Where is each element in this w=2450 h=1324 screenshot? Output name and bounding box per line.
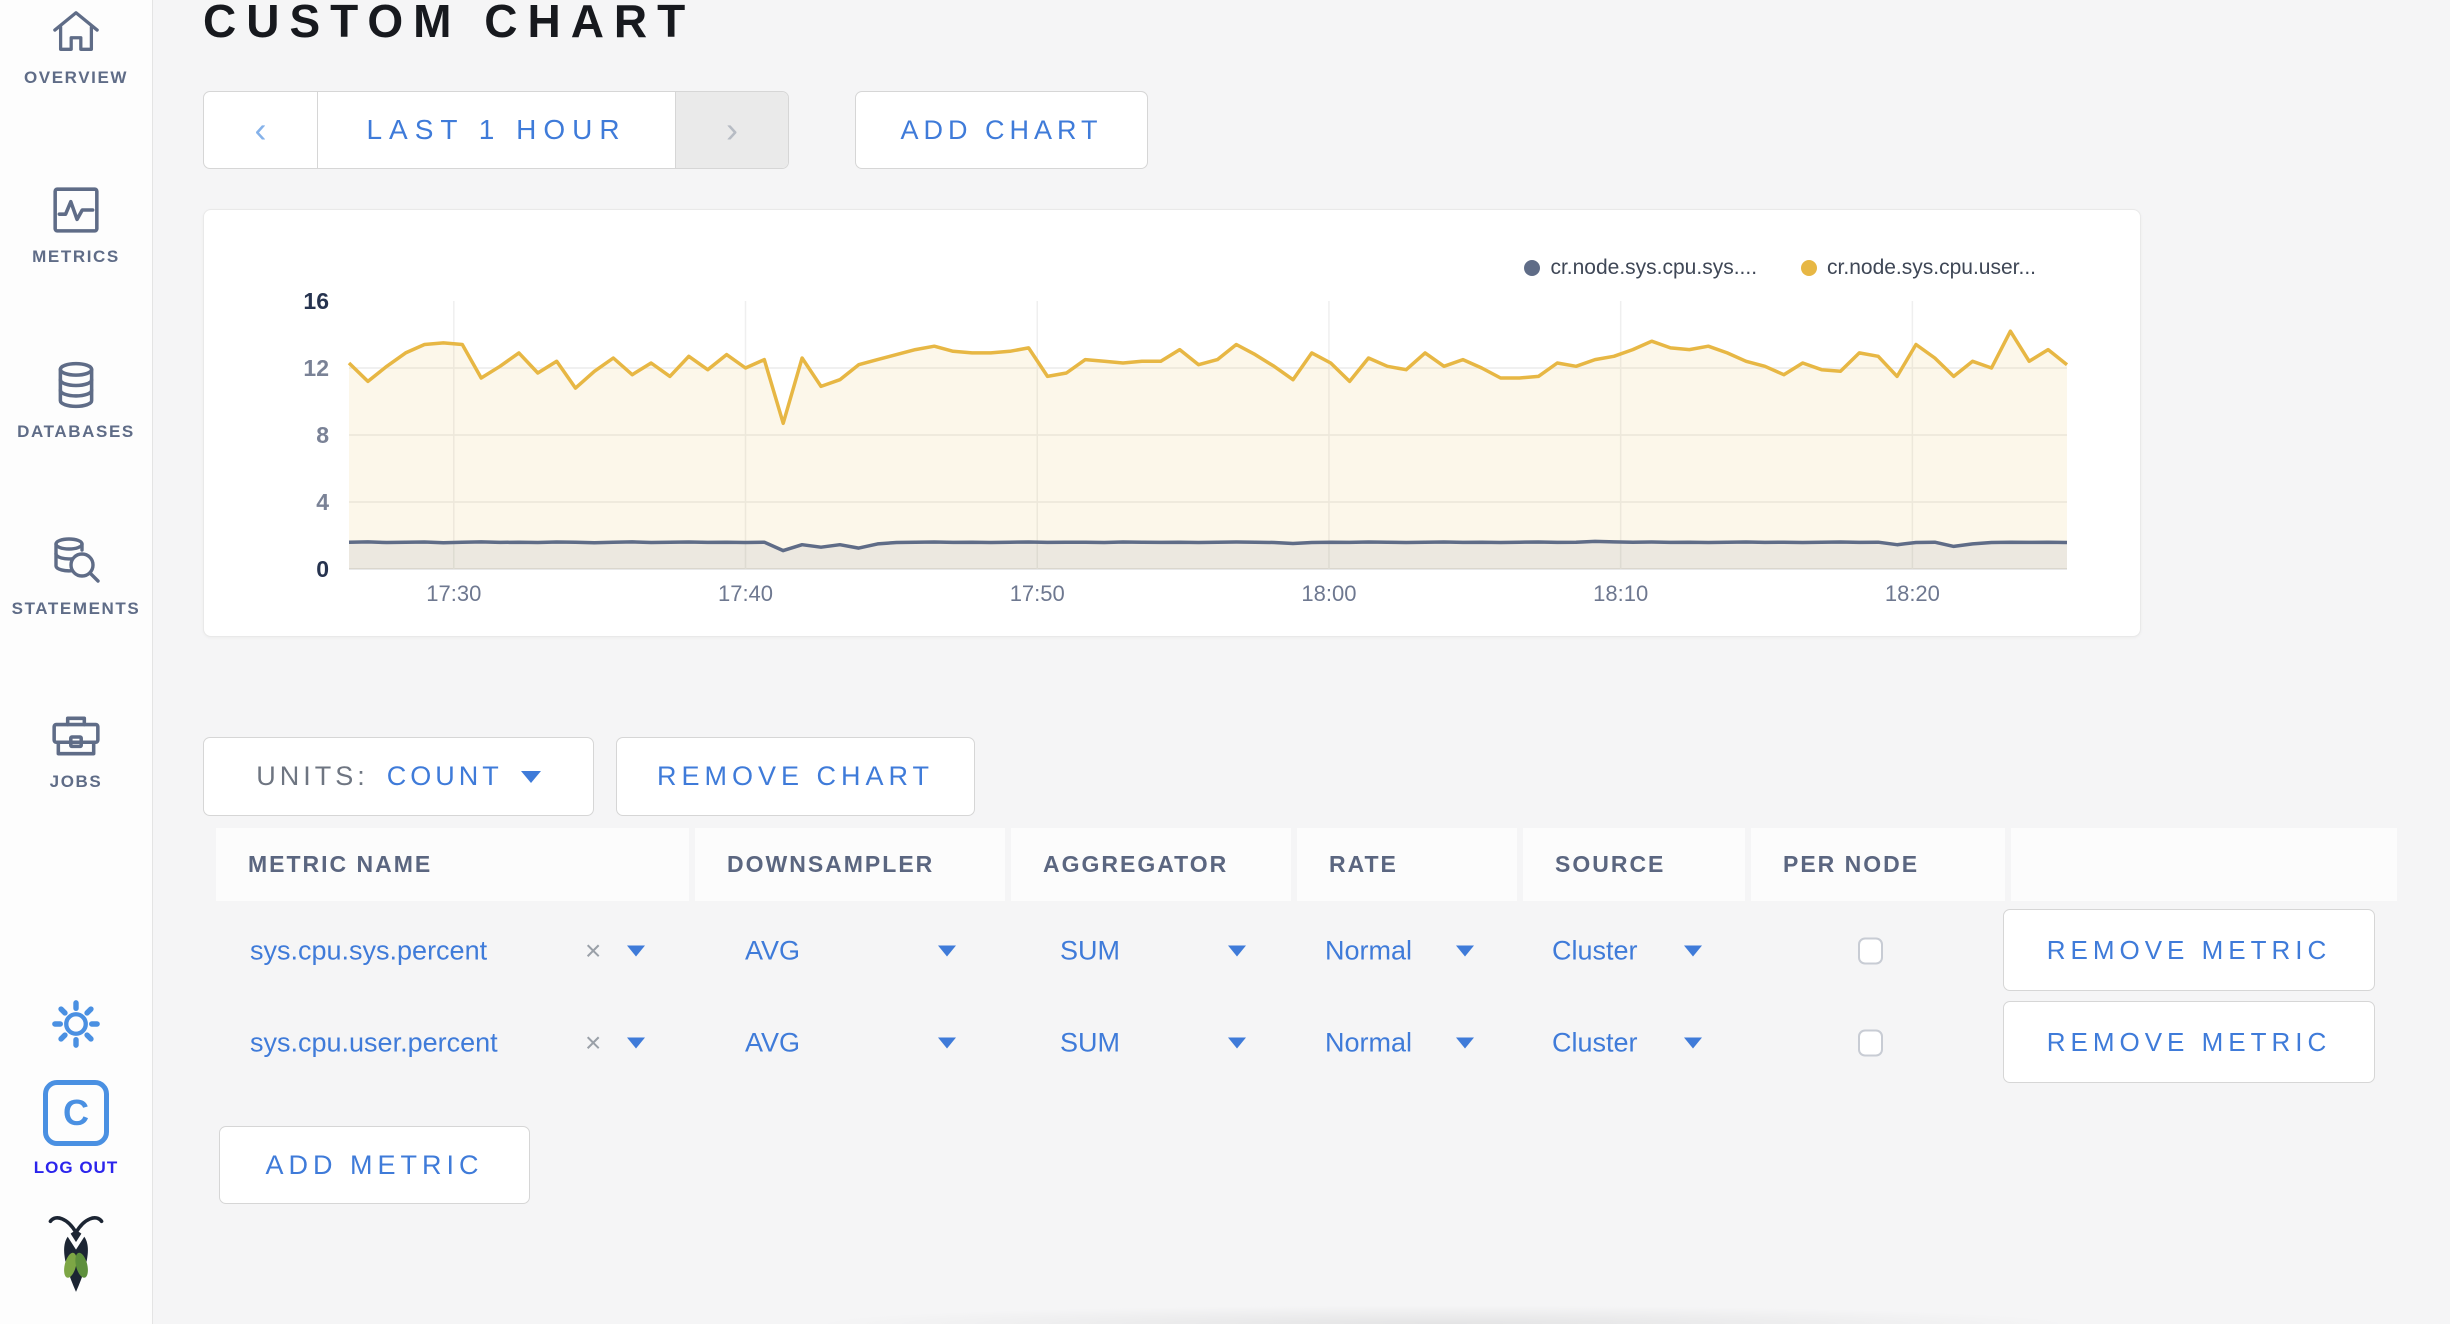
cockroachdb-logo — [0, 1208, 152, 1298]
chevron-down-icon — [520, 770, 541, 783]
main-content: CUSTOM CHART ‹ LAST 1 HOUR › ADD CHART 1… — [153, 0, 2450, 1324]
rate-select[interactable]: Normal — [1325, 935, 1413, 965]
svg-text:17:30: 17:30 — [426, 581, 481, 606]
column-header-rate: RATE — [1297, 828, 1517, 901]
legend-dot-sys — [1524, 260, 1541, 276]
column-header-source: SOURCE — [1523, 828, 1745, 901]
per-node-checkbox[interactable] — [1858, 1029, 1883, 1056]
legend-item-user[interactable]: cr.node.sys.cpu.user... — [1801, 256, 2036, 280]
chevron-left-icon: ‹ — [254, 109, 267, 150]
sidebar: OVERVIEW METRICS DATABASES — [0, 0, 153, 1324]
units-value: COUNT — [386, 761, 503, 791]
source-caret-icon[interactable] — [1684, 1037, 1702, 1048]
rate-caret-icon[interactable] — [1456, 1037, 1474, 1048]
sidebar-item-overview[interactable]: OVERVIEW — [0, 8, 152, 88]
bottom-shadow — [563, 1298, 2323, 1324]
column-header-downsampler: DOWNSAMPLER — [695, 828, 1005, 901]
svg-text:8: 8 — [316, 422, 329, 448]
cockroach-bug-icon — [47, 1208, 105, 1298]
logout-label: LOG OUT — [33, 1158, 119, 1177]
table-row: sys.cpu.user.percent × AVG SUM Normal Cl… — [153, 997, 2450, 1088]
rate-caret-icon[interactable] — [1456, 945, 1474, 956]
per-node-checkbox[interactable] — [1858, 937, 1883, 964]
aggregator-select[interactable]: SUM — [1060, 1027, 1120, 1057]
sidebar-label: STATEMENTS — [11, 599, 141, 618]
metric-name-value[interactable]: sys.cpu.sys.percent — [250, 935, 488, 965]
table-row: sys.cpu.sys.percent × AVG SUM Normal Clu… — [153, 905, 2450, 996]
chevron-right-icon: › — [726, 109, 738, 150]
units-dropdown[interactable]: UNITS: COUNT — [203, 737, 594, 816]
legend-dot-user — [1801, 260, 1818, 276]
statements-icon — [50, 535, 102, 587]
database-icon — [51, 360, 101, 410]
aggregator-caret-icon[interactable] — [1228, 1037, 1246, 1048]
source-caret-icon[interactable] — [1684, 945, 1702, 956]
svg-text:0: 0 — [316, 556, 329, 582]
rate-select[interactable]: Normal — [1325, 1027, 1413, 1057]
sidebar-label: DATABASES — [17, 422, 135, 441]
sidebar-label: METRICS — [32, 247, 120, 266]
sidebar-item-jobs[interactable]: JOBS — [0, 712, 152, 792]
chart-legend: cr.node.sys.cpu.sys.... cr.node.sys.cpu.… — [1524, 256, 2036, 280]
time-range-prev-button[interactable]: ‹ — [204, 92, 318, 168]
aggregator-select[interactable]: SUM — [1060, 935, 1120, 965]
downsampler-select[interactable]: AVG — [745, 1027, 801, 1057]
column-header-aggregator: AGGREGATOR — [1011, 828, 1291, 901]
svg-text:18:00: 18:00 — [1301, 581, 1356, 606]
legend-item-sys[interactable]: cr.node.sys.cpu.sys.... — [1524, 256, 1757, 280]
svg-text:18:10: 18:10 — [1593, 581, 1648, 606]
units-label: UNITS: — [256, 761, 369, 791]
metric-dropdown-caret-icon[interactable] — [627, 1037, 645, 1048]
home-icon — [51, 8, 101, 56]
metrics-icon — [51, 185, 101, 235]
clear-metric-icon[interactable]: × — [585, 1026, 602, 1058]
time-range-selector: ‹ LAST 1 HOUR › — [203, 91, 789, 169]
column-header-actions — [2011, 828, 2397, 901]
downsampler-select[interactable]: AVG — [745, 935, 801, 965]
cockroach-c-icon: C — [43, 1080, 109, 1146]
logout-button[interactable]: C LOG OUT — [0, 1080, 152, 1178]
sidebar-item-databases[interactable]: DATABASES — [0, 360, 152, 442]
metric-name-value[interactable]: sys.cpu.user.percent — [250, 1027, 498, 1057]
timeseries-chart[interactable]: 17:30 17:40 17:50 18:00 18:10 18:20 0 4 8 12 16 — [204, 210, 2140, 636]
settings-button[interactable] — [0, 998, 152, 1050]
add-chart-button[interactable]: ADD CHART — [855, 91, 1148, 169]
downsampler-caret-icon[interactable] — [938, 1037, 956, 1048]
chart-panel: 17:30 17:40 17:50 18:00 18:10 18:20 0 4 8 12 16 cr… — [203, 209, 2141, 637]
remove-metric-button[interactable]: REMOVE METRIC — [2003, 909, 2375, 991]
time-range-next-button[interactable]: › — [675, 92, 788, 168]
column-header-per-node: PER NODE — [1751, 828, 2005, 901]
remove-chart-button[interactable]: REMOVE CHART — [616, 737, 975, 816]
svg-text:16: 16 — [303, 288, 329, 314]
sidebar-item-metrics[interactable]: METRICS — [0, 185, 152, 267]
source-select[interactable]: Cluster — [1552, 935, 1638, 965]
clear-metric-icon[interactable]: × — [585, 934, 602, 966]
svg-text:18:20: 18:20 — [1885, 581, 1940, 606]
metric-dropdown-caret-icon[interactable] — [627, 945, 645, 956]
column-header-metric-name: METRIC NAME — [216, 828, 689, 901]
source-select[interactable]: Cluster — [1552, 1027, 1638, 1057]
briefcase-icon — [50, 712, 102, 760]
add-metric-button[interactable]: ADD METRIC — [219, 1126, 530, 1204]
gear-icon — [50, 998, 102, 1050]
remove-metric-button[interactable]: REMOVE METRIC — [2003, 1001, 2375, 1083]
svg-text:17:50: 17:50 — [1010, 581, 1065, 606]
svg-text:17:40: 17:40 — [718, 581, 773, 606]
sidebar-label: JOBS — [49, 772, 103, 791]
svg-text:4: 4 — [316, 489, 329, 515]
page-title: CUSTOM CHART — [203, 0, 696, 47]
downsampler-caret-icon[interactable] — [938, 945, 956, 956]
time-range-value[interactable]: LAST 1 HOUR — [366, 114, 627, 145]
sidebar-label: OVERVIEW — [23, 68, 129, 87]
svg-text:12: 12 — [303, 355, 329, 381]
aggregator-caret-icon[interactable] — [1228, 945, 1246, 956]
sidebar-item-statements[interactable]: STATEMENTS — [0, 535, 152, 619]
